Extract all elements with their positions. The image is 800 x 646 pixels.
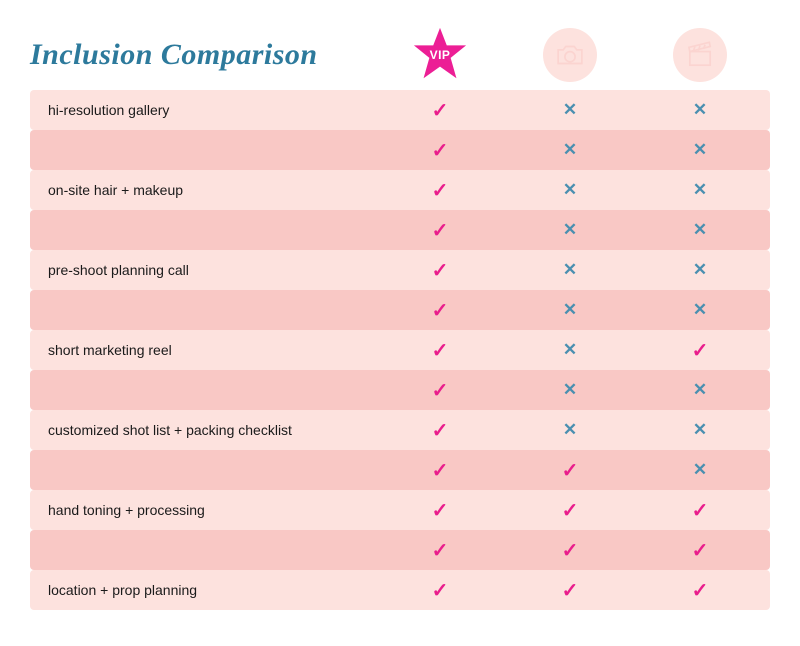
cross-icon (505, 220, 635, 240)
table-body: hi-resolution gallery on-site hair + make… (30, 90, 770, 610)
vip-star-badge: VIP (411, 26, 469, 84)
cross-icon (635, 380, 765, 400)
check-icon (635, 338, 765, 363)
check-icon (375, 458, 505, 483)
check-icon (375, 218, 505, 243)
cross-icon (505, 380, 635, 400)
table-row (30, 370, 770, 410)
cross-icon (635, 460, 765, 480)
cross-icon (505, 420, 635, 440)
check-icon (375, 418, 505, 443)
row-label: customized shot list + packing checklist (30, 422, 375, 438)
cross-icon (635, 260, 765, 280)
check-icon (505, 458, 635, 483)
column-header-photo (505, 28, 635, 82)
cross-icon (635, 420, 765, 440)
check-icon (375, 98, 505, 123)
table-row (30, 130, 770, 170)
table-row (30, 210, 770, 250)
check-icon (375, 298, 505, 323)
table-row: location + prop planning (30, 570, 770, 610)
page-title: Inclusion Comparison (30, 38, 375, 72)
table-row (30, 450, 770, 490)
column-header-video (635, 28, 765, 82)
check-icon (375, 378, 505, 403)
check-icon (375, 338, 505, 363)
check-icon (375, 138, 505, 163)
table-row: pre-shoot planning call (30, 250, 770, 290)
check-icon (375, 178, 505, 203)
table-row: customized shot list + packing checklist (30, 410, 770, 450)
cross-icon (505, 180, 635, 200)
clapper-icon (673, 28, 727, 82)
vip-label: VIP (430, 48, 451, 62)
table-row (30, 290, 770, 330)
cross-icon (635, 220, 765, 240)
cross-icon (635, 100, 765, 120)
row-label: hi-resolution gallery (30, 102, 375, 118)
table-row (30, 530, 770, 570)
table-header: Inclusion Comparison VIP (30, 20, 770, 90)
check-icon (505, 498, 635, 523)
check-icon (635, 498, 765, 523)
cross-icon (505, 100, 635, 120)
cross-icon (505, 260, 635, 280)
row-label: short marketing reel (30, 342, 375, 358)
cross-icon (505, 140, 635, 160)
table-row: short marketing reel (30, 330, 770, 370)
cross-icon (505, 340, 635, 360)
check-icon (375, 258, 505, 283)
column-header-vip: VIP (375, 26, 505, 84)
table-row: hand toning + processing (30, 490, 770, 530)
cross-icon (635, 180, 765, 200)
cross-icon (635, 140, 765, 160)
row-label: hand toning + processing (30, 502, 375, 518)
row-label: location + prop planning (30, 582, 375, 598)
cross-icon (505, 300, 635, 320)
table-row: hi-resolution gallery (30, 90, 770, 130)
check-icon (635, 538, 765, 563)
table-row: on-site hair + makeup (30, 170, 770, 210)
camera-icon (543, 28, 597, 82)
comparison-table: Inclusion Comparison VIP (0, 0, 800, 630)
row-label: pre-shoot planning call (30, 262, 375, 278)
check-icon (375, 538, 505, 563)
check-icon (505, 538, 635, 563)
check-icon (375, 498, 505, 523)
check-icon (375, 578, 505, 603)
cross-icon (635, 300, 765, 320)
check-icon (505, 578, 635, 603)
row-label: on-site hair + makeup (30, 182, 375, 198)
check-icon (635, 578, 765, 603)
